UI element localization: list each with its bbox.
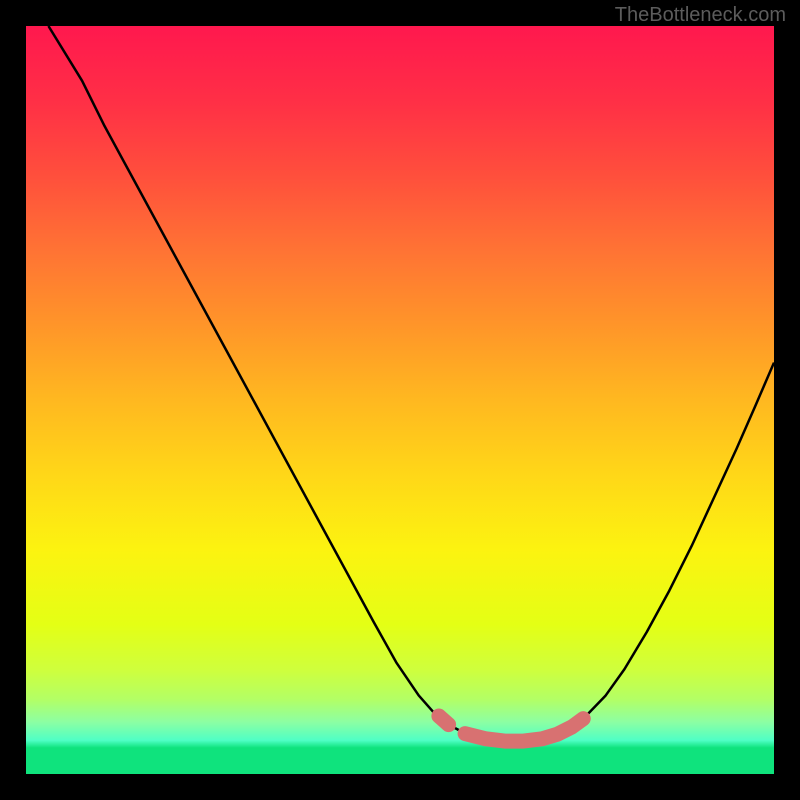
plot-area: [26, 26, 774, 774]
bottleneck-curve: [48, 26, 774, 741]
curve-layer: [26, 26, 774, 774]
valley-highlight: [439, 716, 583, 741]
chart-container: { "watermark": { "text": "TheBottleneck.…: [0, 0, 800, 800]
watermark-text: TheBottleneck.com: [615, 4, 786, 27]
highlight-segment: [465, 719, 583, 741]
highlight-segment: [439, 716, 449, 725]
